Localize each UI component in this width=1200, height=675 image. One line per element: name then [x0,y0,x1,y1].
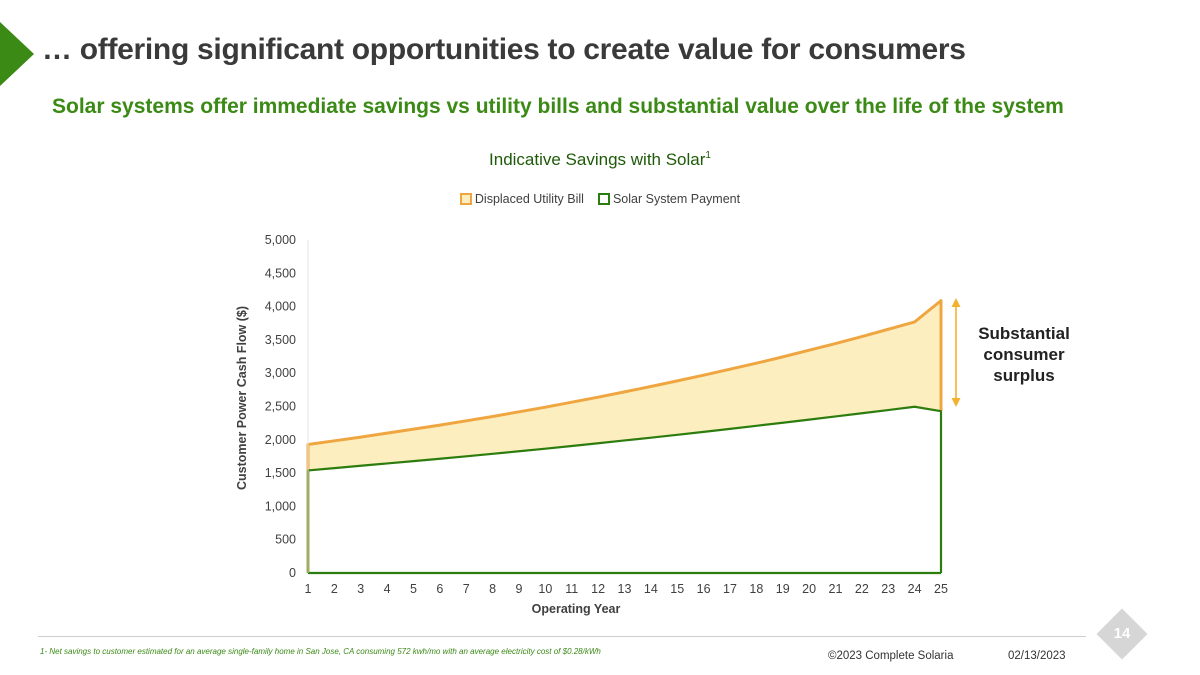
legend-item-solar-system-payment: Solar System Payment [597,192,741,206]
solar-system-payment-line [306,405,943,573]
x-tick-label: 3 [357,582,364,596]
x-tick-label: 8 [489,582,496,596]
x-tick-label: 23 [881,582,895,596]
x-tick-label: 21 [829,582,843,596]
x-tick-label: 11 [565,582,578,596]
x-tick-label: 16 [697,582,711,596]
chart-title-footnote-marker: 1 [705,150,711,161]
corner-triangle-marker [0,22,34,86]
slide-subtitle: Solar systems offer immediate savings vs… [52,95,1064,118]
x-tick-label: 22 [855,582,869,596]
legend-swatch-solar-system-payment [597,193,610,205]
copyright: ©2023 Complete Solaria [828,650,954,662]
legend-label-displaced-utility-bill: Displaced Utility Bill [474,192,584,206]
x-tick-label: 25 [934,582,948,596]
x-tick-label: 4 [384,582,391,596]
x-tick-label: 19 [776,582,790,596]
chart-title-text: Indicative Savings with Solar [489,150,706,169]
x-tick-label: 6 [436,582,443,596]
legend-swatch-displaced-utility-bill [459,193,472,205]
y-tick-label: 3,000 [265,366,296,380]
page-number: 14 [1113,625,1131,642]
y-tick-label: 5,000 [265,233,296,247]
y-tick-label: 2,500 [265,400,296,414]
surplus-double-arrow [951,298,961,407]
y-tick-label: 3,500 [265,333,296,347]
x-tick-label: 20 [802,582,816,596]
y-tick-label: 4,500 [265,266,296,280]
x-axis-title: Operating Year [532,602,621,616]
x-tick-label: 9 [516,582,523,596]
y-axis-ticks: 0 500 1,000 1,500 2,000 2,500 3,000 3,500 4,000 4… [265,233,296,580]
y-tick-label: 500 [275,533,296,547]
slide-date: 02/13/2023 [1008,650,1066,662]
legend-label-solar-system-payment: Solar System Payment [612,192,741,206]
y-tick-label: 0 [289,566,296,580]
x-tick-label: 24 [908,582,922,596]
x-tick-label: 18 [749,582,763,596]
y-tick-label: 2,000 [265,433,296,447]
legend-item-displaced-utility-bill: Displaced Utility Bill [459,192,584,206]
y-tick-label: 1,500 [265,466,296,480]
x-tick-label: 5 [410,582,417,596]
x-tick-label: 12 [591,582,605,596]
x-tick-label: 14 [644,582,658,596]
chart-title: Indicative Savings with Solar1 [0,150,1200,170]
footer-divider [38,636,1086,637]
x-tick-label: 2 [331,582,338,596]
x-axis-ticks: 1 2 3 4 5 6 7 8 9 10 11 12 13 14 15 16 17 18 19 20 21 22 23 24 2… [305,582,948,596]
solar-system-payment-area [308,406,941,573]
x-tick-label: 13 [618,582,632,596]
x-tick-label: 17 [723,582,737,596]
x-tick-label: 1 [305,582,312,596]
y-axis-title: Customer Power Cash Flow ($) [235,306,249,490]
displaced-utility-bill-line [306,299,943,573]
x-tick-label: 10 [538,582,552,596]
x-tick-label: 7 [463,582,470,596]
consumer-surplus-annotation: Substantial consumer surplus [978,324,1070,385]
slide-title: … offering significant opportunities to … [42,33,966,66]
chart-legend: Displaced Utility Bill Solar System Paym… [0,192,1200,206]
y-tick-label: 4,000 [265,300,296,314]
x-tick-label: 15 [670,582,684,596]
footnote: 1- Net savings to customer estimated for… [40,647,601,656]
plot-area [306,240,943,575]
y-tick-label: 1,000 [265,499,296,513]
